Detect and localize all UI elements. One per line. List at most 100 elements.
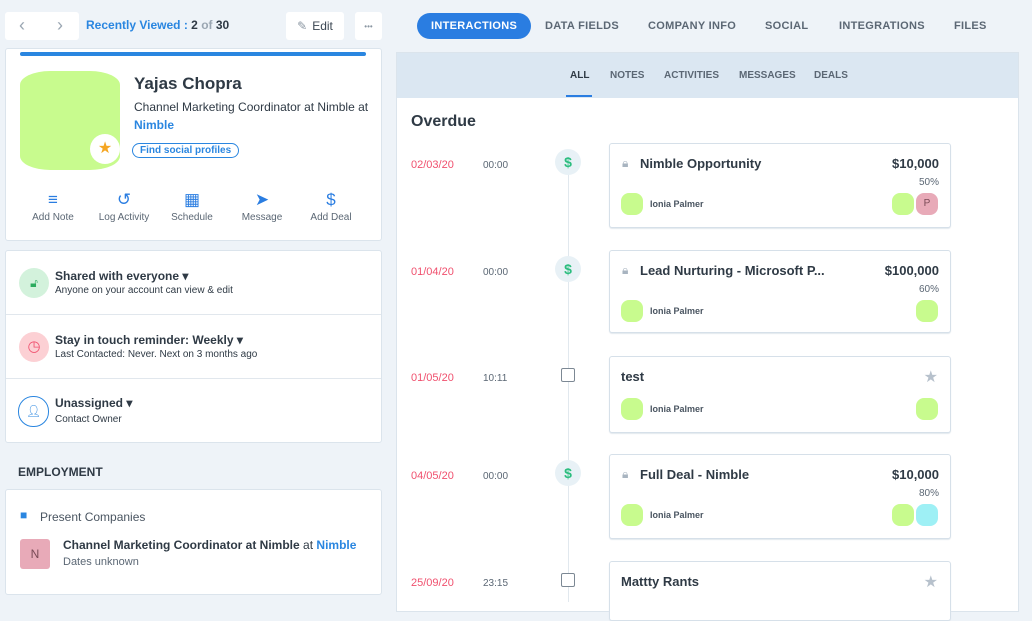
lock-icon: 🔒︎	[622, 467, 629, 481]
timeline-line	[568, 170, 569, 602]
edit-button[interactable]: ✎ Edit	[286, 12, 344, 40]
owner-name: Ionia Palmer	[650, 306, 704, 316]
star-icon[interactable]: ★	[90, 134, 120, 164]
owner-dropdown[interactable]: Unassigned ▾	[55, 396, 133, 410]
item-date: 02/03/20	[411, 159, 454, 171]
employment-role: Channel Marketing Coordinator at Nimble …	[63, 538, 357, 552]
dollar-icon: $	[326, 190, 336, 209]
owner-avatar	[621, 193, 643, 215]
unlock-icon: 🔓︎	[19, 268, 49, 298]
item-date: 01/04/20	[411, 266, 454, 278]
forward-button[interactable]: ›	[57, 15, 63, 35]
deal-probability: 60%	[918, 284, 939, 295]
item-date: 04/05/20	[411, 470, 454, 482]
find-social-profiles-button[interactable]: Find social profiles	[132, 143, 240, 158]
item-date: 25/09/20	[411, 577, 454, 589]
settings-card	[5, 250, 382, 443]
send-icon: ➤	[254, 190, 270, 209]
employment-heading: EMPLOYMENT	[18, 465, 103, 479]
pencil-icon: ✎	[297, 19, 308, 33]
tab-integrations[interactable]: INTEGRATIONS	[839, 20, 925, 32]
recently-viewed: Recently Viewed : 2 of 30	[86, 18, 230, 32]
participant-avatar	[892, 504, 914, 526]
more-button[interactable]: •••	[355, 12, 382, 40]
history-icon: ↺	[116, 190, 132, 209]
schedule-button[interactable]: ▦ Schedule	[162, 190, 222, 223]
present-companies-label: Present Companies	[40, 510, 146, 524]
sharing-desc: Anyone on your account can view & edit	[55, 285, 233, 296]
tab-interactions[interactable]: INTERACTIONS	[417, 13, 532, 39]
sharing-dropdown[interactable]: Shared with everyone ▾	[55, 269, 189, 283]
tab-files[interactable]: FILES	[954, 20, 987, 32]
subtab-notes[interactable]: NOTES	[610, 70, 645, 81]
item-time: 00:00	[483, 160, 509, 171]
deal-probability: 50%	[918, 177, 939, 188]
participant-avatar	[916, 300, 938, 322]
history-nav: ‹ ›	[5, 12, 79, 40]
interaction-card[interactable]: 🔒︎ Lead Nurturing - Microsoft P... $100,00…	[609, 250, 951, 333]
star-icon[interactable]: ★	[923, 369, 938, 386]
deal-amount: $10,000	[892, 156, 939, 171]
note-icon: ≡	[48, 190, 58, 209]
progress-bar	[20, 52, 366, 56]
interaction-card[interactable]: 🔒︎ Nimble Opportunity $10,000 50% Ionia Palm…	[609, 143, 951, 228]
owner-desc: Contact Owner	[55, 414, 122, 425]
tab-company-info[interactable]: COMPANY INFO	[648, 20, 737, 32]
contact-name: Yajas Chopra	[134, 74, 242, 93]
subtab-all[interactable]: ALL	[570, 70, 590, 81]
interaction-card[interactable]: Mattty Rants ★	[609, 561, 951, 621]
add-deal-button[interactable]: $ Add Deal	[301, 190, 361, 223]
tab-social[interactable]: SOCIAL	[765, 20, 809, 32]
participant-avatar	[892, 193, 914, 215]
company-avatar: N	[20, 539, 50, 569]
clock-icon: ◷	[19, 332, 49, 362]
item-date: 01/05/20	[411, 372, 454, 384]
deal-probability: 80%	[918, 488, 939, 499]
message-button[interactable]: ➤ Message	[232, 190, 292, 223]
employment-dates: Dates unknown	[63, 556, 139, 568]
profile-card: ★ Yajas Chopra Channel Marketing Coordin…	[5, 48, 382, 241]
star-icon[interactable]: ★	[923, 574, 938, 591]
employment-card: ■ Present Companies N Channel Marketing …	[5, 489, 382, 595]
owner-avatar	[621, 300, 643, 322]
task-checkbox[interactable]	[561, 573, 575, 587]
add-note-button[interactable]: ≡ Add Note	[23, 190, 83, 223]
back-button[interactable]: ‹	[19, 15, 25, 35]
dollar-icon: $	[555, 460, 581, 486]
item-time: 10:11	[483, 373, 508, 384]
interaction-card[interactable]: test ★ Ionia Palmer	[609, 356, 951, 433]
item-time: 00:00	[483, 471, 509, 482]
lock-icon: 🔒︎	[622, 156, 629, 170]
log-activity-button[interactable]: ↺ Log Activity	[93, 190, 155, 223]
deal-amount: $10,000	[892, 467, 939, 482]
owner-avatar	[621, 504, 643, 526]
reminder-dropdown[interactable]: Stay in touch reminder: Weekly ▾	[55, 333, 243, 347]
owner-name: Ionia Palmer	[650, 199, 704, 209]
contact-title: Channel Marketing Coordinator at Nimble …	[134, 100, 369, 114]
owner-name: Ionia Palmer	[650, 404, 704, 414]
subtab-activities[interactable]: ACTIVITIES	[664, 70, 720, 81]
briefcase-icon: ■	[20, 508, 28, 522]
company-link[interactable]: Nimble	[134, 118, 175, 132]
owner-name: Ionia Palmer	[650, 510, 704, 520]
lock-icon: 🔒︎	[622, 263, 629, 277]
subtab-messages[interactable]: MESSAGES	[739, 70, 796, 81]
employment-company-link[interactable]: Nimble	[316, 538, 357, 552]
reminder-desc: Last Contacted: Never. Next on 3 months …	[55, 349, 258, 360]
item-time: 23:15	[483, 578, 509, 589]
participant-avatar	[916, 398, 938, 420]
participant-avatar: P	[916, 193, 938, 215]
tab-data-fields[interactable]: DATA FIELDS	[545, 20, 619, 32]
subtab-bar	[397, 53, 1018, 98]
owner-avatar	[621, 398, 643, 420]
task-checkbox[interactable]	[561, 368, 575, 382]
interaction-card[interactable]: 🔒︎ Full Deal - Nimble $10,000 80% Ionia Palm…	[609, 454, 951, 539]
user-icon: 👤︎	[18, 396, 49, 427]
dollar-icon: $	[555, 149, 581, 175]
item-time: 00:00	[483, 267, 509, 278]
section-heading: Overdue	[411, 113, 476, 130]
subtab-deals[interactable]: DEALS	[814, 70, 848, 81]
deal-amount: $100,000	[884, 263, 939, 278]
calendar-icon: ▦	[183, 190, 201, 209]
dollar-icon: $	[555, 256, 581, 282]
